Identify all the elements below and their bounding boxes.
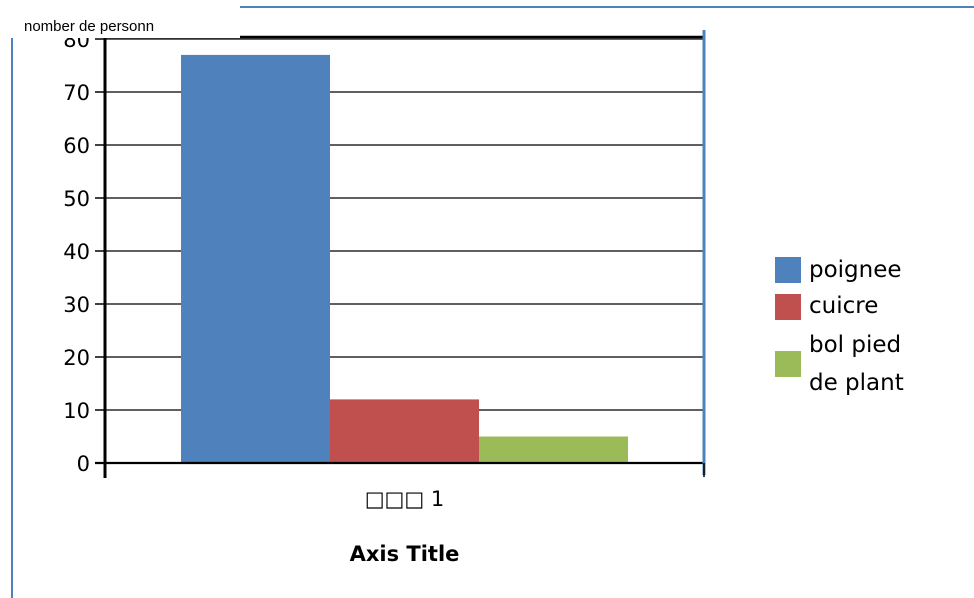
y-tick-label: 40 (63, 240, 90, 264)
legend-swatch (775, 294, 801, 320)
y-tick-label: 20 (63, 346, 90, 370)
y-tick-label: 30 (63, 293, 90, 317)
legend-swatch (775, 257, 801, 283)
axes (95, 30, 706, 478)
legend-swatch (775, 351, 801, 377)
y-tick-label: 50 (63, 187, 90, 211)
chart-frame-left-border (11, 28, 13, 598)
bar-cuicre (330, 399, 479, 463)
bar-poignee (181, 54, 330, 464)
legend-label: poignee (809, 257, 902, 283)
bar-bol-pied-de-plant (479, 436, 628, 463)
legend-label: cuicre (809, 293, 878, 319)
legend: poignee cuicre bol pied de plant (775, 257, 904, 396)
x-category-label: □□□ 1 (365, 487, 445, 511)
y-tick-label: 70 (63, 81, 90, 105)
bars (181, 54, 628, 464)
y-tick-label: 10 (63, 399, 90, 423)
y-tick-label: 0 (77, 452, 90, 476)
y-tick-label: 60 (63, 134, 90, 158)
legend-label: bol pied de plant (809, 332, 904, 396)
y-axis-title: nomber de personn (0, 6, 240, 38)
chart-frame-top-border (240, 6, 974, 8)
x-axis-title: Axis Title (350, 542, 460, 566)
